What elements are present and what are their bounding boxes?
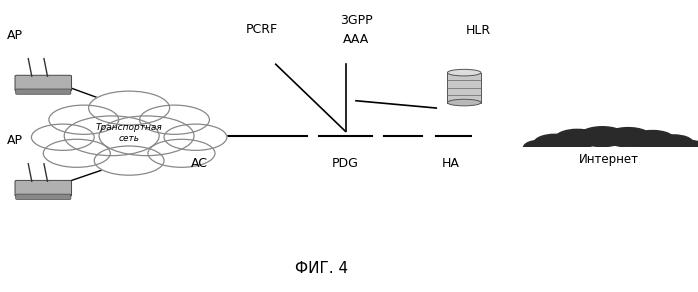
FancyBboxPatch shape: [15, 89, 71, 94]
Text: HA: HA: [441, 157, 459, 170]
Text: Транспортная
сеть: Транспортная сеть: [96, 123, 163, 142]
Text: AP: AP: [8, 134, 23, 147]
Text: PCRF: PCRF: [246, 23, 278, 36]
Text: ФИГ. 4: ФИГ. 4: [295, 261, 348, 276]
Circle shape: [89, 91, 170, 125]
Circle shape: [654, 135, 693, 151]
Text: Интернет: Интернет: [579, 153, 639, 166]
Text: 3GPP: 3GPP: [340, 14, 372, 27]
Ellipse shape: [447, 69, 481, 76]
Circle shape: [631, 131, 674, 149]
FancyBboxPatch shape: [15, 194, 71, 199]
FancyBboxPatch shape: [15, 180, 71, 196]
Bar: [447, 73, 481, 102]
Ellipse shape: [447, 99, 481, 106]
Circle shape: [99, 116, 194, 156]
Text: AC: AC: [191, 157, 207, 170]
Circle shape: [164, 124, 227, 150]
Text: PDG: PDG: [332, 157, 359, 170]
Circle shape: [31, 124, 94, 150]
Text: AP: AP: [8, 29, 23, 41]
Circle shape: [64, 116, 159, 156]
Circle shape: [140, 105, 209, 134]
Circle shape: [670, 140, 698, 155]
Circle shape: [555, 129, 600, 148]
Circle shape: [94, 146, 164, 175]
Circle shape: [534, 134, 576, 152]
Bar: [510, 147, 698, 159]
Circle shape: [524, 140, 558, 155]
Circle shape: [49, 105, 119, 134]
Circle shape: [605, 128, 651, 147]
FancyBboxPatch shape: [15, 75, 71, 91]
Circle shape: [579, 127, 626, 147]
Text: AAA: AAA: [343, 33, 369, 46]
Circle shape: [43, 139, 110, 167]
Circle shape: [148, 139, 215, 167]
Text: HLR: HLR: [466, 24, 491, 37]
